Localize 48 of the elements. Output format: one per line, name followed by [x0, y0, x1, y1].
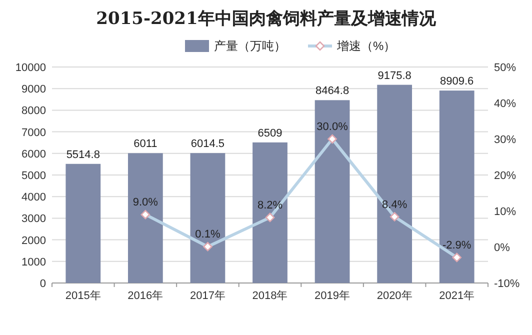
x-tick-label: 2019年 — [314, 290, 350, 302]
data-label: 8.4% — [382, 198, 408, 211]
y-tick-label: 7000 — [22, 126, 46, 139]
legend-label: 产量（万吨） — [214, 39, 286, 53]
y-tick-label: 8000 — [22, 105, 46, 118]
data-label: 5514.8 — [66, 148, 100, 161]
data-label: -2.9% — [442, 239, 472, 252]
x-tick-label: 2016年 — [128, 290, 164, 302]
bar — [252, 142, 288, 283]
y-tick-label: 5000 — [22, 170, 46, 182]
chart-title: 2015-2021年中国肉禽饲料产量及增速情况 — [96, 9, 437, 29]
y-tick-label: 10000 — [15, 62, 46, 74]
data-label: 6011 — [134, 138, 158, 150]
x-tick-label: 2015年 — [65, 290, 101, 302]
y-tick-label: 3000 — [22, 213, 46, 226]
bar — [314, 100, 350, 283]
y-tick-label: 0 — [40, 278, 46, 290]
y2-tick-label: -10% — [494, 278, 520, 290]
y2-tick-label: 30% — [494, 134, 516, 146]
y-tick-label: 6000 — [22, 148, 46, 160]
data-label: 8.2% — [257, 199, 283, 212]
data-label: 6014.5 — [190, 138, 225, 150]
bar — [439, 90, 474, 283]
y2-tick-label: 50% — [494, 62, 516, 74]
x-tick-label: 2017年 — [190, 290, 226, 302]
data-label: 8464.8 — [315, 85, 350, 98]
bar — [377, 84, 412, 283]
bar — [128, 153, 163, 283]
y2-tick-label: 10% — [494, 206, 516, 218]
x-tick-label: 2021年 — [439, 290, 475, 302]
data-label: 6509 — [258, 127, 282, 140]
bar — [66, 164, 101, 283]
y-tick-label: 9000 — [22, 84, 46, 96]
data-label: 30.0% — [316, 121, 348, 133]
y2-tick-label: 40% — [494, 98, 516, 110]
y-tick-label: 1000 — [22, 256, 46, 268]
y2-tick-label: 0% — [494, 242, 510, 254]
x-tick-label: 2020年 — [376, 290, 412, 302]
x-tick-label: 2018年 — [252, 290, 288, 302]
legend-label: 增速（%） — [336, 39, 396, 53]
y2-tick-label: 20% — [494, 170, 516, 182]
data-label: 0.1% — [195, 228, 220, 241]
data-label: 9175.8 — [378, 70, 412, 82]
y-tick-label: 2000 — [22, 234, 46, 247]
data-label: 8909.6 — [440, 76, 474, 88]
data-label: 9.0% — [132, 196, 158, 209]
y-tick-label: 4000 — [22, 192, 46, 204]
bar — [190, 153, 226, 283]
